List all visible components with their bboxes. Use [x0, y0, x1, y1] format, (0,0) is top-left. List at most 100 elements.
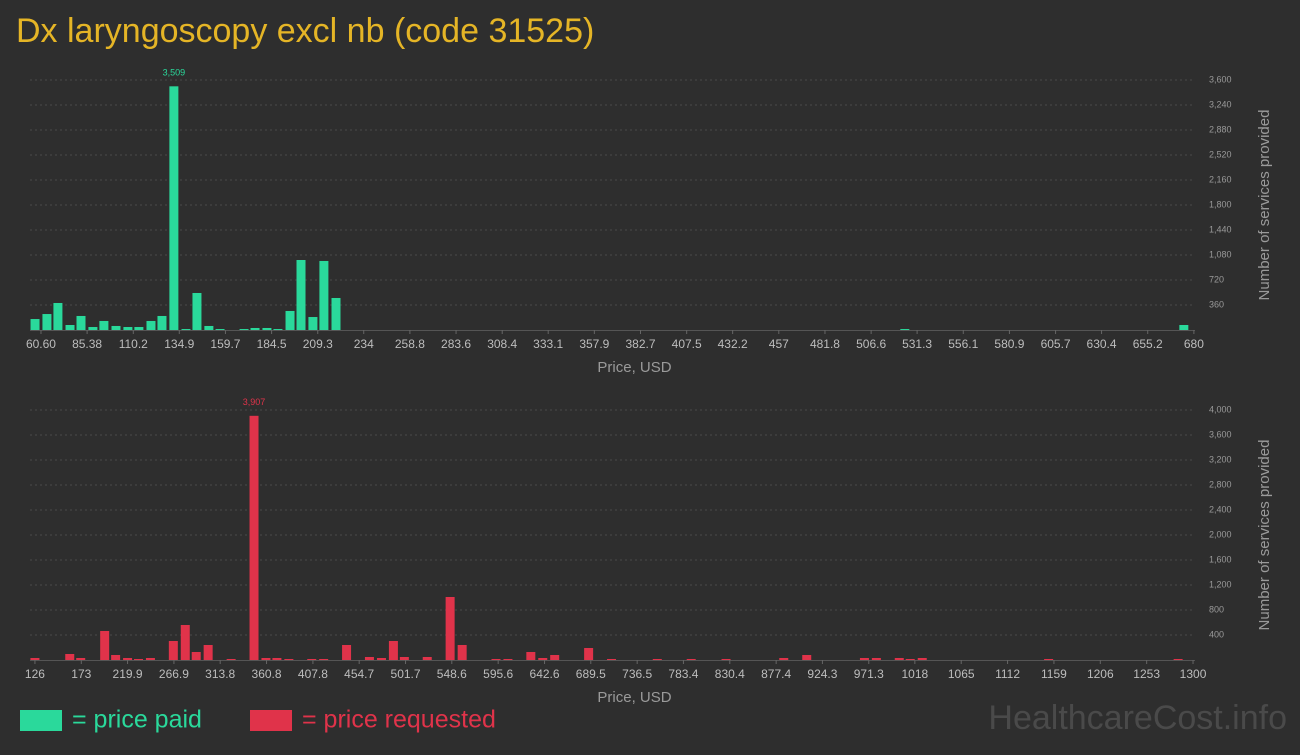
x-tick-label: 595.6: [483, 667, 513, 681]
x-tick-label: 877.4: [761, 667, 791, 681]
y-tick-label: 3,200: [1209, 454, 1232, 464]
bar: [905, 659, 915, 660]
bar: [550, 655, 560, 660]
x-tick-label: 134.9: [164, 337, 194, 351]
bar: [249, 415, 259, 660]
x-tick-label: 184.5: [257, 337, 287, 351]
x-tick-label: 501.7: [391, 667, 421, 681]
y-tick-label: 720: [1209, 274, 1224, 284]
x-tick-label: 407.8: [298, 667, 328, 681]
x-tick-label: 642.6: [530, 667, 560, 681]
bar: [721, 659, 731, 660]
bar: [134, 327, 144, 330]
x-tick-label: 313.8: [205, 667, 235, 681]
bar: [917, 658, 927, 660]
bar: [272, 658, 282, 660]
x-tick-label: 1300: [1180, 667, 1207, 681]
bar: [261, 658, 271, 660]
y-tick-label: 1,080: [1209, 249, 1232, 259]
bar: [76, 315, 86, 330]
x-tick-label: 110.2: [119, 337, 148, 351]
y-axis-title: Number of services provided: [1256, 110, 1273, 301]
bar: [76, 658, 86, 660]
y-tick-label: 1,440: [1209, 224, 1232, 234]
bar: [308, 317, 318, 330]
x-tick-label: 689.5: [576, 667, 606, 681]
y-tick-label: 360: [1209, 299, 1224, 309]
bar: [284, 659, 294, 660]
y-tick-label: 2,000: [1209, 529, 1232, 539]
y-tick-label: 3,240: [1209, 99, 1232, 109]
page-title: Dx laryngoscopy excl nb (code 31525): [16, 12, 594, 50]
bar: [180, 625, 190, 660]
x-tick-label: 783.4: [668, 667, 698, 681]
x-tick-label: 736.5: [622, 667, 652, 681]
x-tick-label: 333.1: [533, 337, 563, 351]
x-tick-label: 580.9: [994, 337, 1024, 351]
bar: [584, 648, 594, 660]
y-tick-label: 4,000: [1209, 404, 1232, 414]
x-tick-label: 219.9: [113, 667, 143, 681]
legend-swatch: [250, 710, 292, 731]
y-tick-label: 800: [1209, 604, 1224, 614]
bar: [204, 325, 214, 330]
bar: [457, 645, 467, 660]
y-tick-label: 2,880: [1209, 124, 1232, 134]
y-tick-label: 3,600: [1209, 429, 1232, 439]
bar: [65, 325, 75, 330]
bar: [169, 86, 179, 330]
bar: [1173, 659, 1183, 660]
bar: [296, 260, 306, 330]
legend-label: = price paid: [72, 706, 202, 734]
bar: [111, 655, 121, 660]
bar: [445, 597, 455, 660]
x-tick-label: 1159: [1041, 667, 1067, 681]
bar: [364, 657, 374, 660]
x-tick-label: 506.6: [856, 337, 886, 351]
bar: [191, 652, 201, 660]
legend-label: = price requested: [302, 706, 496, 734]
bar: [88, 327, 98, 330]
x-tick-label: 266.9: [159, 667, 189, 681]
x-tick-label: 407.5: [672, 337, 702, 351]
data-label: 3,907: [243, 397, 266, 407]
x-tick-label: 1253: [1133, 667, 1160, 681]
bar: [226, 659, 236, 660]
bar: [168, 641, 178, 660]
y-axis-title: Number of services provided: [1256, 440, 1273, 631]
x-tick-label: 126: [25, 667, 45, 681]
bar: [30, 319, 40, 330]
bar: [652, 659, 662, 660]
x-tick-label: 1018: [901, 667, 928, 681]
x-tick-label: 85.38: [72, 337, 102, 351]
bar: [262, 327, 272, 330]
bar: [503, 659, 513, 660]
watermark: HealthcareCost.info: [988, 699, 1287, 737]
bar: [319, 260, 329, 330]
x-tick-label: 830.4: [715, 667, 745, 681]
y-tick-label: 2,520: [1209, 149, 1232, 159]
y-tick-label: 400: [1209, 629, 1224, 639]
x-tick-label: 209.3: [303, 337, 333, 351]
data-label: 3,509: [163, 68, 186, 78]
y-tick-label: 3,600: [1209, 74, 1232, 84]
bar: [331, 297, 341, 330]
bar: [538, 658, 548, 660]
bar: [307, 659, 317, 660]
bar: [900, 329, 910, 330]
x-tick-label: 556.1: [948, 337, 978, 351]
bar: [273, 329, 283, 330]
bar: [239, 329, 249, 330]
bar: [871, 658, 881, 660]
bar: [376, 658, 386, 660]
x-tick-label: 60.60: [26, 337, 56, 351]
bar: [526, 652, 536, 660]
x-tick-label: 357.9: [579, 337, 609, 351]
x-tick-label: 924.3: [807, 667, 837, 681]
x-tick-label: 258.8: [395, 337, 425, 351]
bar: [42, 314, 52, 330]
bar: [399, 657, 409, 660]
x-axis-title: Price, USD: [597, 359, 671, 376]
x-tick-label: 1065: [948, 667, 975, 681]
